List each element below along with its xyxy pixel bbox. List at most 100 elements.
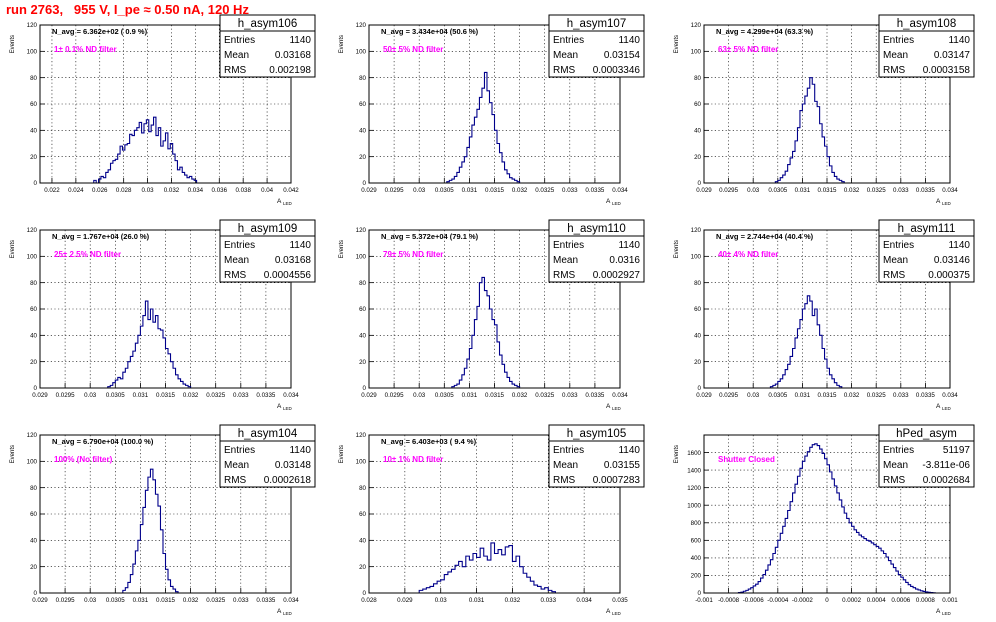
- x-tick-label: 0.033: [562, 187, 578, 194]
- y-tick-label: 120: [27, 432, 38, 439]
- y-tick-label: 120: [691, 227, 702, 234]
- x-tick-label: 0.032: [512, 392, 528, 399]
- x-tick-label: -0.0004: [767, 597, 789, 604]
- stats-value: 1140: [618, 445, 640, 456]
- plot-frame: [368, 24, 621, 184]
- x-axis-label: A: [606, 403, 611, 410]
- stats-value: -3.811e-06: [922, 460, 970, 471]
- x-tick-label: 0.0295: [56, 597, 75, 604]
- stats-key: Mean: [883, 50, 908, 61]
- pad-h_asym109: 0.029 0.0295 0.03 0.0305 0.031 0.0315 0.032 0.0…: [10, 219, 316, 411]
- stats-key: Entries: [553, 240, 584, 251]
- plot-frame: [368, 229, 621, 389]
- plot-frame: [368, 434, 621, 594]
- stats-value: 0.03168: [275, 255, 312, 266]
- x-tick-label: 0.042: [283, 187, 299, 194]
- x-tick-label: 0.0325: [535, 187, 554, 194]
- page-title: run 2763, 955 V, I_pe ≈ 0.50 nA, 120 Hz: [6, 2, 249, 17]
- stats-value: 0.0003158: [923, 65, 971, 76]
- stats-key: Mean: [553, 255, 578, 266]
- x-tick-label: 0.04: [261, 187, 274, 194]
- y-tick-label: 60: [30, 511, 37, 518]
- x-tick-label: 0.032: [844, 392, 860, 399]
- histogram-series: [451, 276, 521, 388]
- y-axis-label: Events: [10, 240, 16, 258]
- x-tick-label: 0.038: [235, 187, 251, 194]
- stats-key: RMS: [553, 65, 576, 76]
- y-tick-label: 40: [359, 333, 366, 340]
- filter-annotation: Shutter Closed: [718, 455, 775, 464]
- y-tick-label: 60: [359, 101, 366, 108]
- x-tick-label: 0.031: [133, 597, 149, 604]
- stats-key: Mean: [553, 50, 578, 61]
- stats-box: [219, 440, 316, 488]
- stats-value: 0.03154: [604, 50, 641, 61]
- x-tick-label: 0.0305: [768, 392, 787, 399]
- histogram-series: [107, 300, 192, 388]
- stats-key: RMS: [883, 65, 906, 76]
- x-tick-label: 0.0325: [206, 597, 225, 604]
- stats-key: Mean: [883, 255, 908, 266]
- navg-label: N_avg = 1.767e+04 (26.0 %): [52, 232, 150, 241]
- x-tick-label: 0.0305: [106, 597, 125, 604]
- x-tick-label: 0.034: [612, 392, 628, 399]
- y-tick-label: 40: [30, 538, 37, 545]
- pad-hPed_asym: -0.001 -0.0008 -0.0006 -0.0004 -0.0002 0 0.000…: [674, 424, 975, 616]
- x-tick-label: 0.033: [233, 392, 249, 399]
- x-tick-label: 0.03: [435, 597, 448, 604]
- filter-annotation: 25± 2.5% ND filter: [54, 250, 121, 259]
- plot-frame: [39, 434, 292, 594]
- y-tick-label: 120: [356, 432, 367, 439]
- x-tick-label: 0.0335: [916, 187, 935, 194]
- x-axis-label: A: [277, 198, 282, 205]
- x-axis-label-sub: LED: [283, 201, 293, 206]
- y-tick-label: 80: [694, 280, 701, 287]
- x-tick-label: 0.0325: [867, 392, 886, 399]
- x-tick-label: 0.033: [893, 392, 909, 399]
- x-tick-label: 0.029: [696, 392, 712, 399]
- x-axis-label-sub: LED: [612, 406, 622, 411]
- histogram-series: [93, 116, 198, 184]
- x-tick-label: 0.0315: [156, 392, 175, 399]
- x-tick-label: 0.032: [505, 597, 521, 604]
- y-tick-label: 100: [691, 49, 702, 56]
- x-tick-label: 0.024: [68, 187, 84, 194]
- filter-annotation: 10± 1% ND filter: [383, 455, 443, 464]
- x-axis-label-sub: LED: [942, 406, 952, 411]
- y-axis-label: Events: [339, 35, 345, 53]
- y-tick-label: 20: [359, 359, 366, 366]
- stats-key: Mean: [224, 460, 249, 471]
- histogram-series: [446, 71, 521, 183]
- y-tick-label: 0: [34, 385, 38, 392]
- y-tick-label: 1400: [687, 467, 701, 474]
- x-tick-label: 0.0295: [385, 187, 404, 194]
- x-axis-label-sub: LED: [612, 611, 622, 616]
- navg-label: N_avg = 5.372e+04 (79.1 %): [381, 232, 479, 241]
- stats-key: Entries: [553, 35, 584, 46]
- y-tick-label: 100: [356, 254, 367, 261]
- y-axis-label: Events: [10, 35, 16, 53]
- x-tick-label: 0.03: [413, 187, 426, 194]
- x-tick-label: 0.031: [469, 597, 485, 604]
- y-tick-label: 200: [691, 573, 702, 580]
- x-tick-label: 0.036: [212, 187, 228, 194]
- plot-frame: [703, 24, 951, 184]
- y-axis-label: Events: [674, 445, 680, 463]
- stats-title: h_asym106: [238, 18, 297, 30]
- x-tick-label: 0.034: [283, 597, 299, 604]
- stats-key: Entries: [224, 240, 255, 251]
- x-tick-label: 0.03: [747, 187, 760, 194]
- stats-title: h_asym104: [238, 428, 298, 440]
- stats-box: [878, 235, 975, 283]
- y-tick-label: 400: [691, 555, 702, 562]
- x-tick-label: 0: [825, 597, 829, 604]
- x-tick-label: 0.03: [413, 392, 426, 399]
- histogram-series: [774, 77, 845, 183]
- stats-key: Entries: [553, 445, 584, 456]
- x-tick-label: 0.032: [844, 187, 860, 194]
- y-tick-label: 100: [27, 254, 38, 261]
- x-tick-label: 0.029: [32, 392, 48, 399]
- stats-value: 1140: [618, 240, 640, 251]
- x-axis-label-sub: LED: [283, 611, 293, 616]
